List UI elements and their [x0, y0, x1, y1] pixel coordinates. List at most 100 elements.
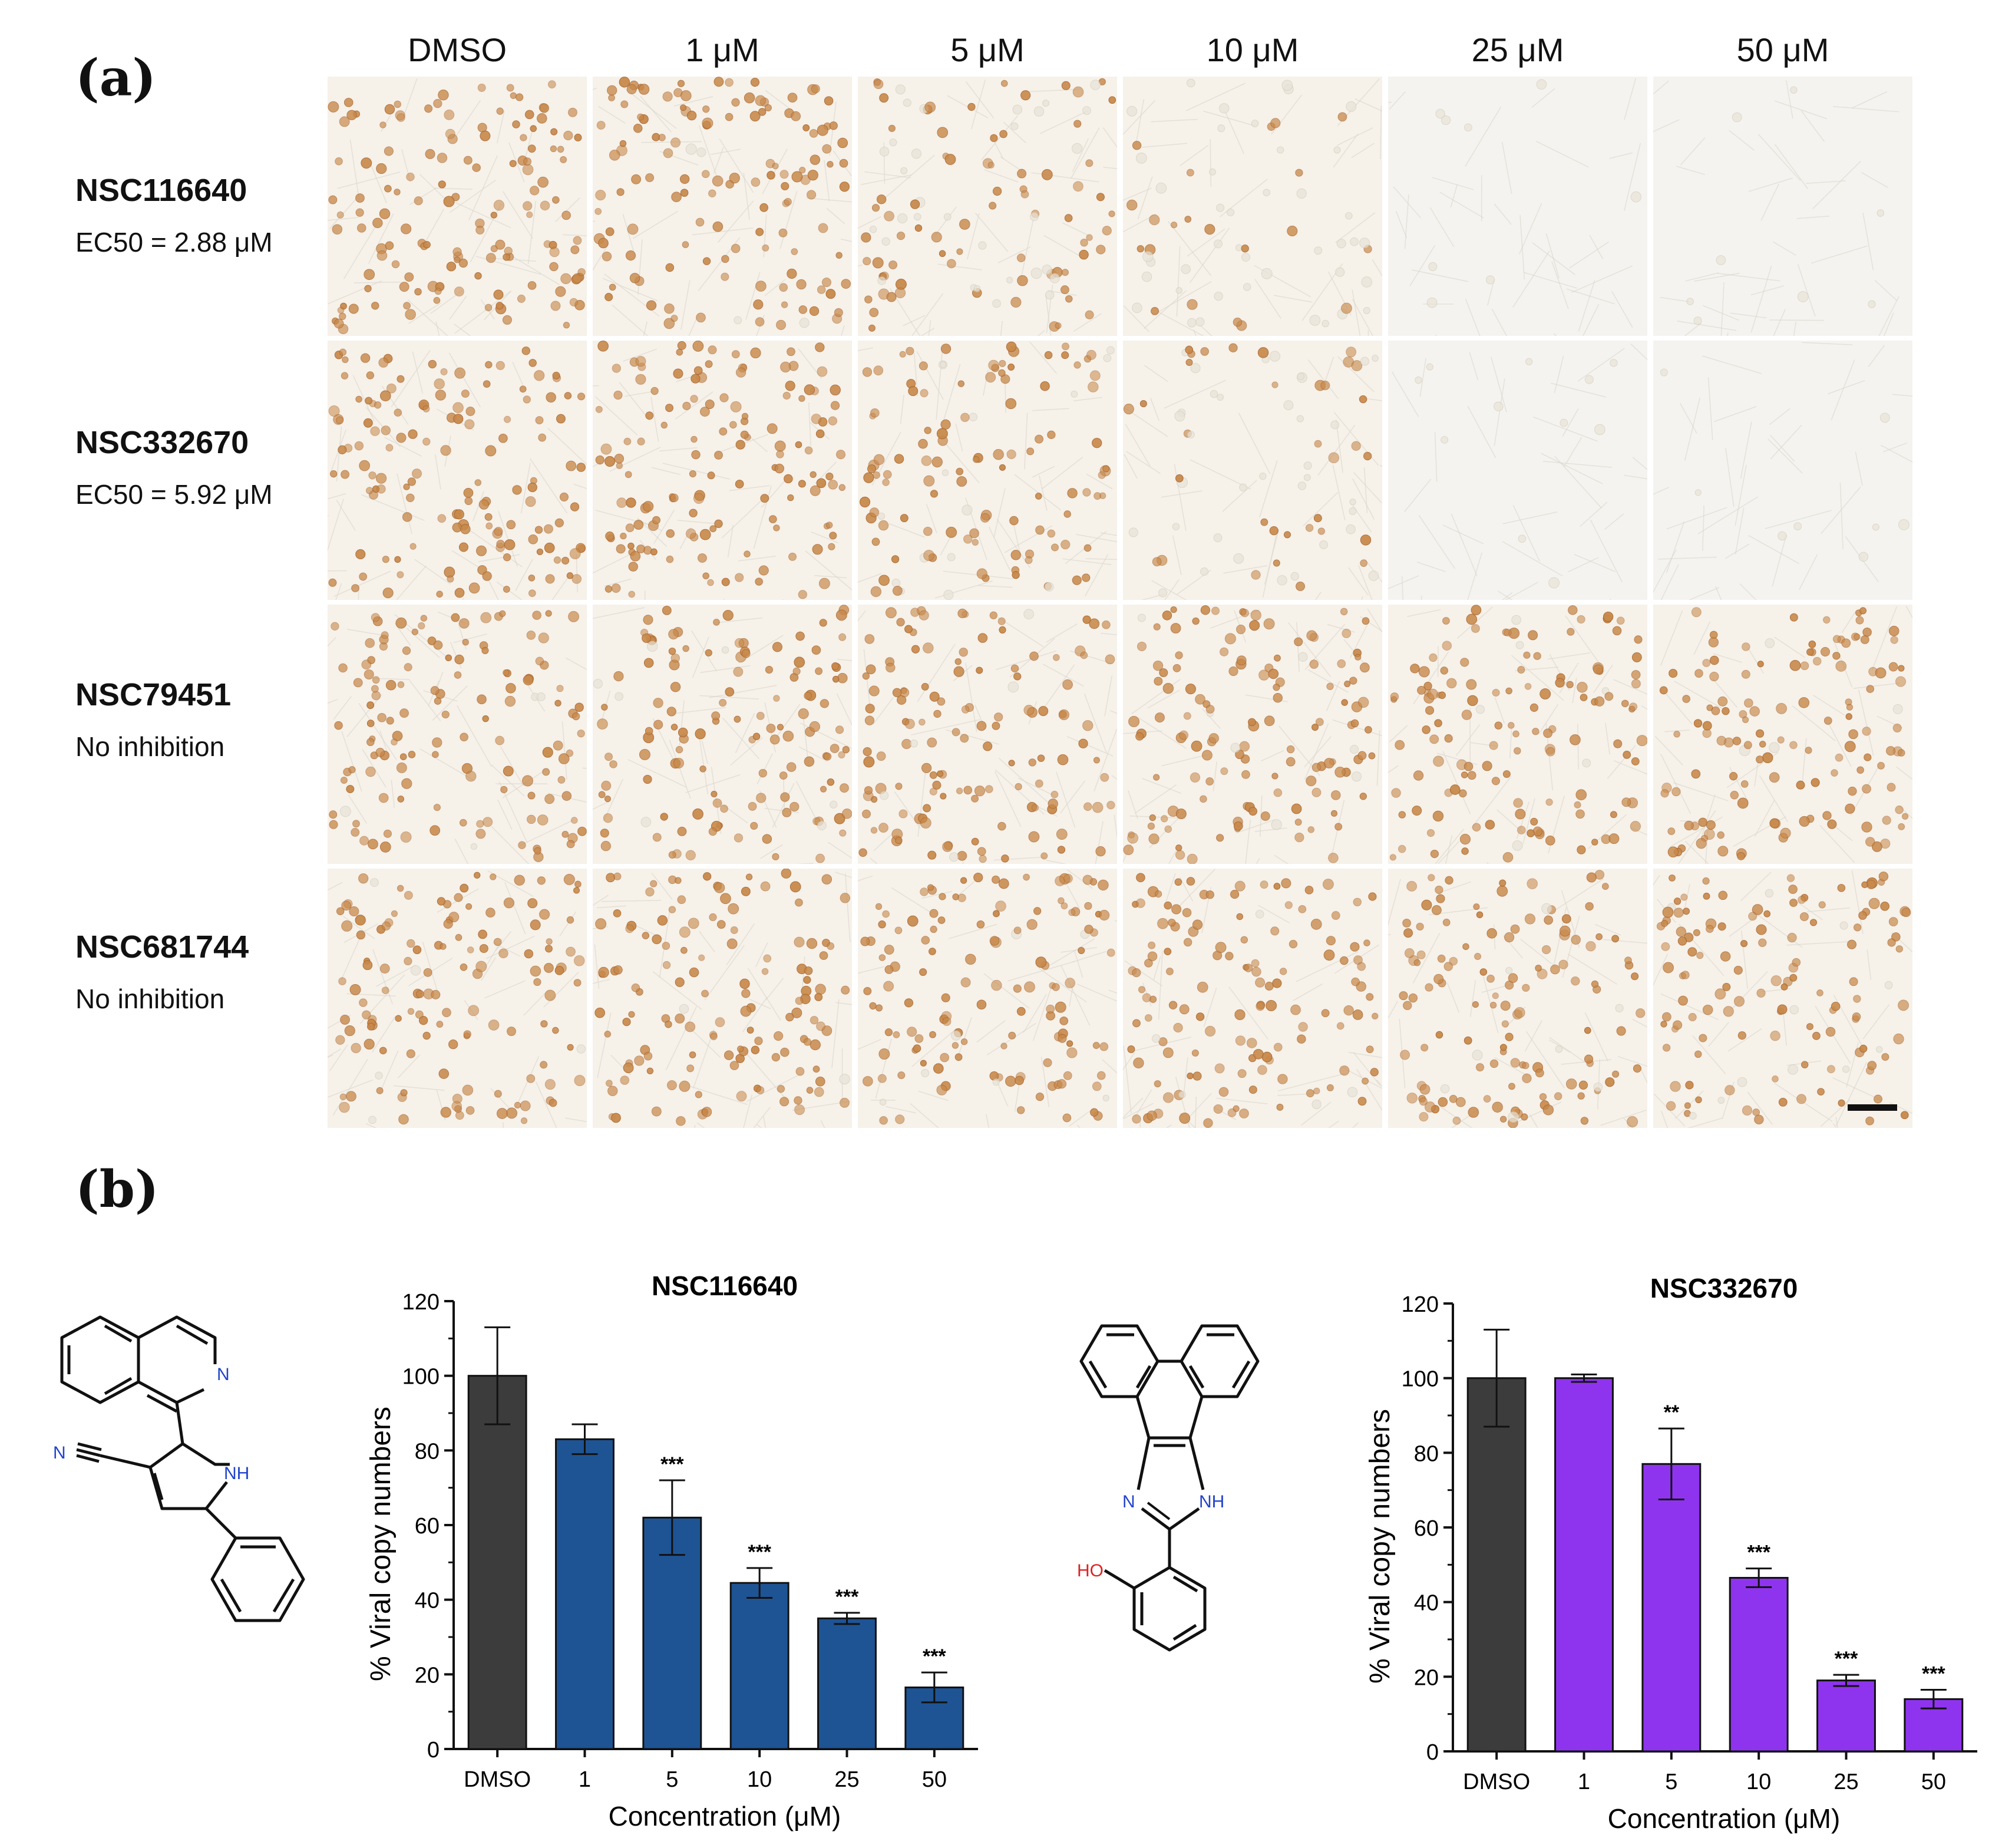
significance-label: *** — [835, 1586, 859, 1608]
compound-note: No inhibition — [75, 984, 225, 1014]
significance-label: *** — [1747, 1542, 1770, 1564]
micrograph-tile — [1388, 605, 1647, 864]
x-tick-label: 25 — [1833, 1770, 1858, 1794]
bar-chart-nsc116640: NSC116640 Concentration (μM) % Viral cop… — [365, 1270, 978, 1832]
column-header-1um: 1 μM — [685, 31, 759, 68]
y-tick-label: 60 — [1414, 1516, 1439, 1541]
y-axis-label: % Viral copy numbers — [1365, 1409, 1396, 1684]
micrograph-tile — [858, 341, 1117, 600]
y-tick-label: 100 — [1402, 1367, 1439, 1392]
chart-title: NSC116640 — [652, 1270, 798, 1301]
micrograph-tile — [1653, 869, 1912, 1128]
bar-25 — [1816, 1679, 1876, 1753]
column-header-5um: 5 μM — [950, 31, 1025, 68]
compound-ec50: EC50 = 2.88 μM — [75, 227, 273, 258]
y-tick-label: 80 — [1414, 1441, 1439, 1466]
micrograph-tile — [1653, 77, 1912, 336]
micrograph-tile — [1653, 605, 1912, 864]
atom-label-nh: NH — [1199, 1492, 1224, 1512]
x-tick-label: 5 — [1665, 1770, 1677, 1794]
x-tick-label: 50 — [922, 1767, 947, 1792]
bar-1 — [555, 1438, 615, 1750]
bar-1 — [1554, 1377, 1614, 1753]
y-tick-label: 20 — [1414, 1665, 1439, 1690]
y-tick-label: 0 — [427, 1738, 440, 1763]
atom-label-n: N — [1122, 1492, 1135, 1512]
chart-title: NSC332670 — [1650, 1273, 1798, 1304]
bar-50 — [1904, 1698, 1964, 1753]
molecule-nsc116640-structure: N N NH — [53, 1315, 305, 1622]
compound-ec50: EC50 = 5.92 μM — [75, 479, 273, 510]
x-tick-label: 10 — [747, 1767, 772, 1792]
molecule-nsc332670-structure: N NH HO — [1077, 1324, 1260, 1652]
compound-name: NSC332670 — [75, 425, 249, 460]
atom-label-ho: HO — [1077, 1561, 1104, 1580]
x-tick-label: 10 — [1746, 1770, 1771, 1794]
y-tick-label: 100 — [402, 1365, 440, 1390]
atom-label-n1: N — [217, 1365, 230, 1384]
x-tick-label: 50 — [1921, 1770, 1946, 1794]
x-tick-label: 5 — [666, 1767, 678, 1792]
significance-label: *** — [1835, 1648, 1858, 1670]
micrograph-tile — [1123, 77, 1382, 336]
micrograph-tile — [328, 605, 587, 864]
bar-10 — [729, 1582, 789, 1750]
y-tick-label: 40 — [1414, 1591, 1439, 1616]
micrograph-tile — [1388, 341, 1647, 600]
micrograph-tile — [1123, 341, 1382, 600]
y-tick-label: 40 — [415, 1589, 440, 1613]
compound-name: NSC79451 — [75, 677, 232, 712]
panel-label-a: (a) — [75, 48, 157, 108]
y-tick-label: 20 — [415, 1663, 440, 1688]
bar-25 — [817, 1617, 877, 1750]
bar-dmso — [467, 1375, 527, 1750]
x-tick-label: 1 — [1578, 1770, 1590, 1794]
row-label-nsc116640: NSC116640 EC50 = 2.88 μM — [75, 172, 323, 258]
scale-bar — [1848, 1104, 1897, 1111]
significance-label: *** — [748, 1541, 771, 1563]
x-axis-label: Concentration (μM) — [1608, 1803, 1841, 1834]
micrograph-tile — [858, 605, 1117, 864]
row-label-nsc681744: NSC681744 No inhibition — [75, 929, 323, 1015]
y-tick-label: 0 — [1426, 1740, 1439, 1765]
micrograph-tile — [1123, 605, 1382, 864]
row-label-nsc79451: NSC79451 No inhibition — [75, 676, 323, 763]
micrograph-tile — [593, 341, 852, 600]
bar-dmso — [1466, 1377, 1527, 1753]
micrograph-tile — [593, 77, 852, 336]
micrograph-tile — [328, 77, 587, 336]
y-axis-label: % Viral copy numbers — [365, 1407, 397, 1681]
significance-label: *** — [660, 1453, 684, 1476]
y-tick-label: 120 — [402, 1290, 440, 1315]
x-tick-label: 1 — [579, 1767, 591, 1792]
x-axis-label: Concentration (μM) — [609, 1801, 841, 1832]
micrograph-tile — [858, 869, 1117, 1128]
x-tick-label: 25 — [834, 1767, 859, 1792]
y-tick-label: 80 — [415, 1439, 440, 1464]
compound-name: NSC116640 — [75, 173, 247, 208]
x-tick-label: DMSO — [464, 1767, 531, 1792]
bar-chart-nsc332670: NSC332670 Concentration (μM) % Viral cop… — [1365, 1273, 1977, 1834]
y-tick-label: 120 — [1402, 1292, 1439, 1317]
row-label-nsc332670: NSC332670 EC50 = 5.92 μM — [75, 424, 323, 510]
compound-name: NSC681744 — [75, 929, 249, 965]
x-tick-label: DMSO — [1463, 1770, 1530, 1794]
micrograph-tile — [593, 605, 852, 864]
micrograph-tile — [593, 869, 852, 1128]
significance-label: ** — [1664, 1401, 1680, 1424]
atom-label-nh: NH — [224, 1464, 249, 1483]
micrograph-tile — [1388, 77, 1647, 336]
significance-label: *** — [1922, 1663, 1945, 1685]
column-header-25um: 25 μM — [1471, 31, 1564, 68]
bar-5 — [1641, 1463, 1702, 1753]
significance-label: *** — [923, 1645, 946, 1668]
column-header-50um: 50 μM — [1736, 31, 1829, 68]
micrograph-tile — [1653, 341, 1912, 600]
compound-note: No inhibition — [75, 731, 225, 762]
column-header-10um: 10 μM — [1206, 31, 1299, 68]
bar-10 — [1729, 1577, 1789, 1753]
micrograph-tile — [858, 77, 1117, 336]
column-header-dmso: DMSO — [408, 31, 507, 68]
panel-label-b: (b) — [75, 1160, 159, 1219]
y-tick-label: 60 — [415, 1514, 440, 1539]
